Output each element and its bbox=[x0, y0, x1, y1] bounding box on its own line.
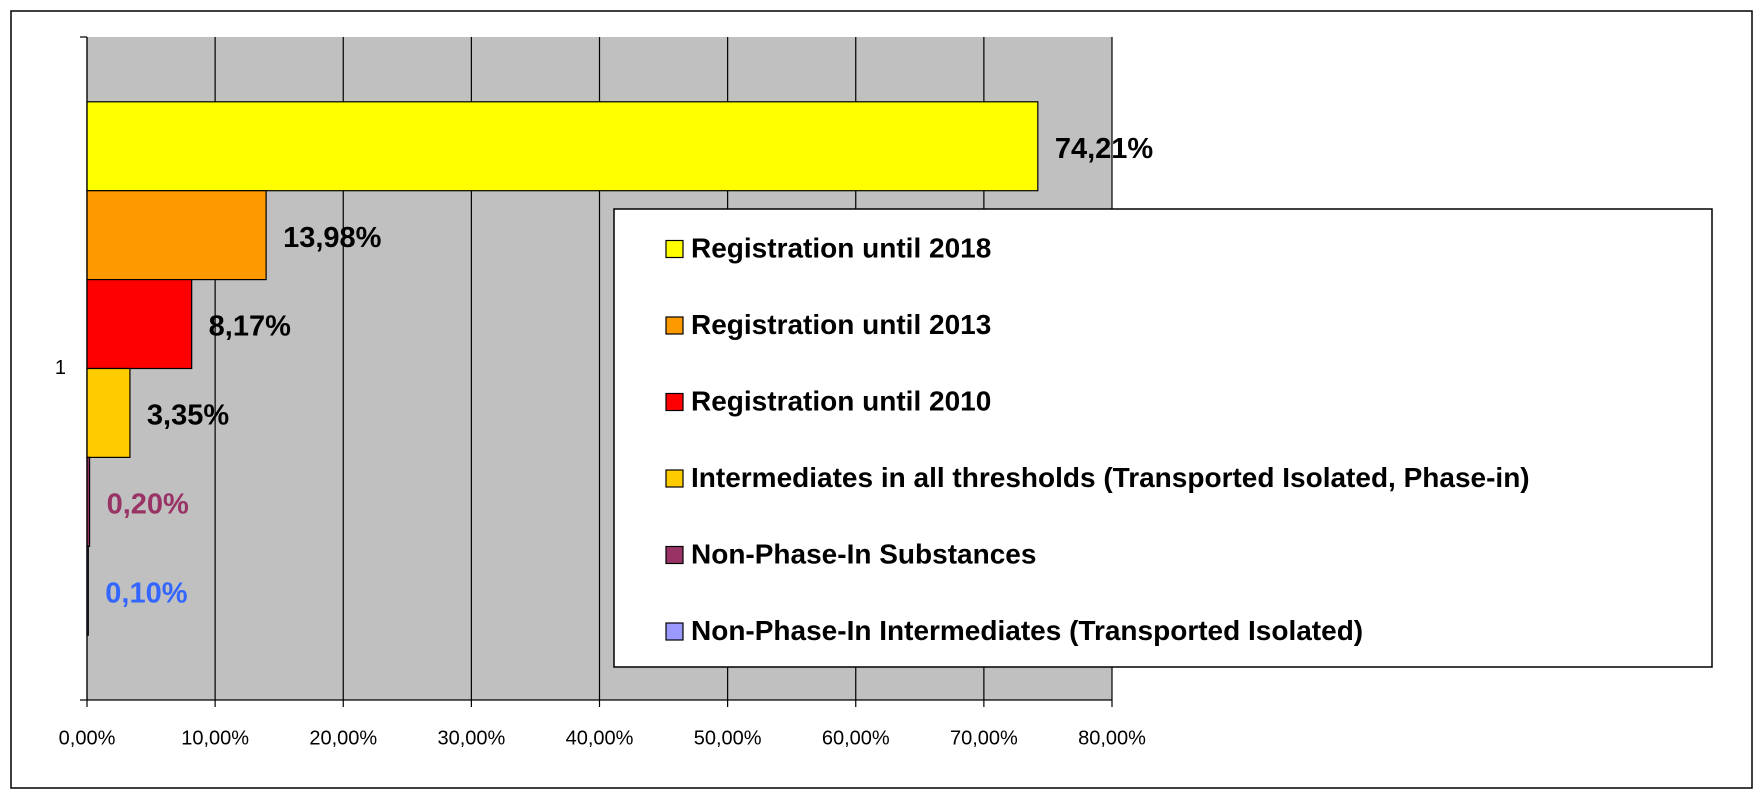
value-label: 74,21% bbox=[1055, 133, 1154, 165]
legend-swatch bbox=[665, 622, 684, 641]
legend-label: Non-Phase-In Intermediates (Transported … bbox=[691, 615, 1363, 646]
legend-label: Registration until 2010 bbox=[691, 385, 991, 416]
x-tick-label: 60,00% bbox=[822, 727, 890, 749]
legend-swatch bbox=[665, 239, 684, 259]
legend: Registration until 2018 Registration unti… bbox=[665, 232, 1530, 646]
x-tick-label: 0,00% bbox=[59, 727, 116, 749]
x-tick-label: 30,00% bbox=[437, 727, 505, 749]
axes: 0,00% 10,00% 20,00% 30,00% 40,00% 50,00% 60,00… bbox=[55, 36, 1146, 749]
value-label: 0,10% bbox=[105, 577, 187, 609]
value-label: 13,98% bbox=[283, 222, 382, 254]
legend-label: Registration until 2013 bbox=[691, 309, 991, 340]
value-label: 8,17% bbox=[209, 311, 291, 343]
legend-swatch bbox=[665, 392, 684, 412]
legend-swatch bbox=[665, 316, 684, 335]
legend-swatch bbox=[665, 469, 684, 488]
y-tick-label: 1 bbox=[55, 357, 66, 379]
x-tick-label: 80,00% bbox=[1078, 727, 1146, 749]
legend-label: Intermediates in all thresholds (Transpo… bbox=[691, 462, 1530, 493]
legend-label: Registration until 2018 bbox=[691, 232, 991, 263]
x-tick-label: 20,00% bbox=[309, 727, 377, 749]
legend-box bbox=[613, 208, 1713, 668]
x-tick-label: 70,00% bbox=[950, 727, 1018, 749]
x-tick-label: 10,00% bbox=[181, 727, 249, 749]
bar bbox=[86, 190, 267, 281]
x-tick-label: 50,00% bbox=[694, 727, 762, 749]
value-label: 3,35% bbox=[147, 400, 229, 432]
legend-label: Non-Phase-In Substances bbox=[691, 538, 1036, 569]
bar bbox=[86, 279, 193, 370]
bar bbox=[86, 367, 131, 459]
x-tick-label: 40,00% bbox=[566, 727, 634, 749]
bar bbox=[86, 101, 1039, 192]
legend-swatch bbox=[665, 545, 684, 565]
value-label: 0,20% bbox=[107, 489, 189, 521]
bars: 74,21% 13,98% 8,17% 3,35% 0,20% 0,10% bbox=[86, 101, 1154, 636]
